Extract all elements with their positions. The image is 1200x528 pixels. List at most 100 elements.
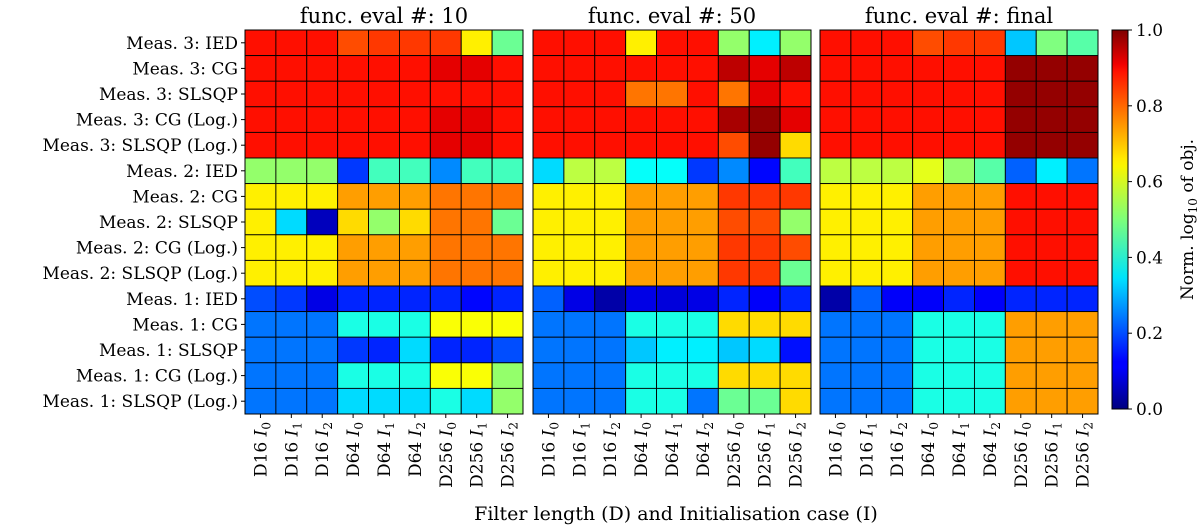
colorbar-tick-label: 0.6 [1136,173,1163,193]
heatmap-cell [912,106,945,133]
heatmap-cell [244,157,277,185]
heatmap-cell [943,336,975,364]
heatmap-cell [819,106,852,133]
heatmap-cell [491,157,524,185]
heatmap-cell [398,285,431,313]
heatmap-cell [429,208,462,236]
heatmap-cell [275,208,308,236]
heatmap-cell [819,285,852,313]
heatmap-cell [275,29,308,57]
x-tick-label: D16 I2 [313,422,335,477]
heatmap-cell [563,29,596,57]
heatmap-cell [337,183,370,210]
heatmap-cell [491,29,524,57]
heatmap-cell [306,259,339,287]
heatmap-cell [850,387,883,415]
heatmap-cell [306,80,339,108]
heatmap-cell [686,183,719,210]
heatmap-cell [943,131,975,159]
x-tick-label: D64 I2 [981,422,1003,477]
heatmap-cell [973,131,1006,159]
colorbar-tick-label: 1.0 [1136,21,1163,41]
heatmap-cell [819,208,852,236]
heatmap-cell [779,106,812,133]
heatmap-cell [532,55,565,82]
x-tick-label: D64 I2 [694,422,716,477]
heatmap-cell [460,285,493,313]
heatmap-cell [1035,285,1068,313]
heatmap-cell [912,29,945,57]
heatmap-cell [594,106,627,133]
heatmap-cell [337,387,370,415]
heatmap-cell [1066,285,1099,313]
heatmap-cell [656,183,688,210]
heatmap-cell [656,387,688,415]
heatmap-cell [850,259,883,287]
heatmap-cell [532,285,565,313]
colorbar: 0.0 0.2 0.4 0.6 0.8 1.0 Norm. log10 of obj. [1111,21,1200,420]
x-tick-label: D256 I0 [1012,422,1034,488]
heatmap-cell [881,55,914,82]
heatmap-cell [943,157,975,185]
heatmap-cell [275,234,308,261]
heatmap-cell [368,285,400,313]
row-label: Meas. 1: SLSQP (Log.) [42,392,238,412]
heatmap-cell [625,259,658,287]
heatmap-cell [717,29,750,57]
heatmap-panels: func. eval #: 10 D16 I0 D16 I1 D16 I2 D64 I0… [244,4,1099,488]
heatmap-cell [398,362,431,389]
heatmap-cell [1004,29,1037,57]
heatmap-cell [881,208,914,236]
heatmap-cell [563,336,596,364]
heatmap-cell [686,80,719,108]
x-tick-label: D64 I0 [344,422,366,477]
heatmap-cell [1035,106,1068,133]
heatmap-cell [779,311,812,338]
heatmap-cell [625,55,658,82]
heatmap-cell [748,208,781,236]
heatmap-cell [717,208,750,236]
heatmap-cell [625,106,658,133]
heatmap-cell [306,336,339,364]
row-label: Meas. 1: SLSQP [99,341,238,361]
heatmap-cell [594,311,627,338]
heatmap-cell [563,55,596,82]
x-tick-label: D16 I1 [857,422,879,477]
heatmap-cell [368,80,400,108]
x-tick-label: D64 I0 [919,422,941,477]
heatmap-cell [306,208,339,236]
heatmap-cell [1066,362,1099,389]
heatmap-cell [656,311,688,338]
heatmap-cell [306,29,339,57]
heatmap-cell [398,234,431,261]
heatmap-cell [717,234,750,261]
heatmap-cell [819,183,852,210]
heatmap-cell [460,259,493,287]
heatmap-cell [748,55,781,82]
heatmap-cell [779,285,812,313]
heatmap-cell [686,157,719,185]
heatmap-cell [563,387,596,415]
x-tick-label: D64 I1 [663,422,685,477]
x-axis-label: Filter length (D) and Initialisation cas… [474,503,878,525]
heatmap-cell [881,106,914,133]
heatmap-cell [912,234,945,261]
heatmap-cell [398,131,431,159]
heatmap-cell [563,183,596,210]
heatmap-cell [1004,387,1037,415]
heatmap-cell [337,106,370,133]
heatmap-cell [973,311,1006,338]
heatmap-cell [1004,131,1037,159]
heatmap-cell [1066,131,1099,159]
heatmap-cell [1035,234,1068,261]
heatmap-cell [850,285,883,313]
heatmap-cell [368,131,400,159]
heatmap-cell [460,106,493,133]
x-tick-label: D16 I2 [601,422,623,477]
heatmap-cell [656,157,688,185]
heatmap-cell [1035,80,1068,108]
row-label: Meas. 2: CG [132,187,238,207]
heatmap-cell [779,183,812,210]
heatmap-cell [625,80,658,108]
